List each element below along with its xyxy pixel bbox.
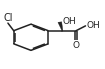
Text: O: O — [73, 41, 80, 50]
Polygon shape — [58, 22, 63, 31]
Text: Cl: Cl — [4, 13, 13, 23]
Text: OH: OH — [62, 17, 76, 26]
Text: OH: OH — [87, 21, 100, 30]
